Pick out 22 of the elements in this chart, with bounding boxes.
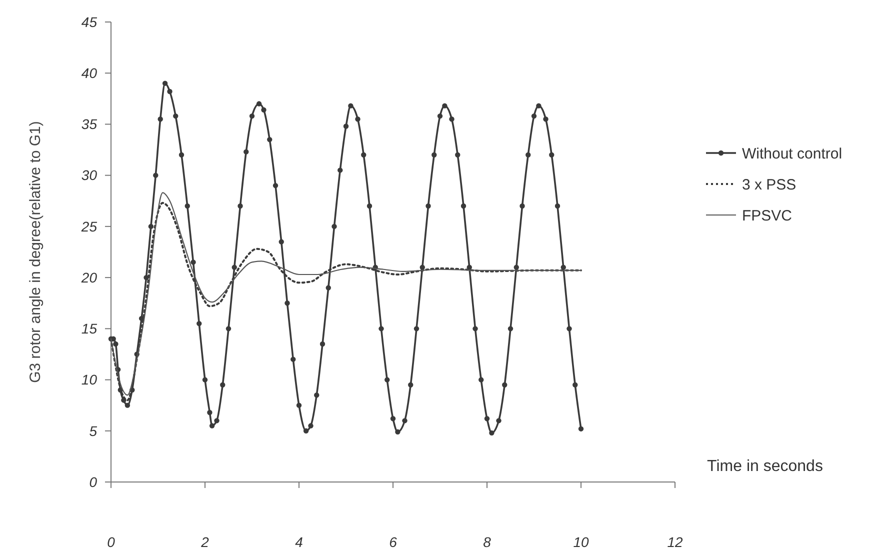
legend-label: Without control: [742, 145, 842, 162]
x-tick-label: 0: [107, 534, 116, 550]
y-tick-label: 40: [81, 65, 98, 82]
x-axis-title: Time in seconds: [707, 458, 823, 475]
legend-label: FPSVC: [742, 207, 792, 224]
y-tick-label: 0: [89, 474, 98, 490]
y-tick-label: 10: [81, 372, 98, 388]
x-tick-label: 10: [573, 534, 589, 550]
y-tick-label: 20: [80, 269, 98, 286]
legend-label: 3 x PSS: [742, 176, 796, 194]
x-tick-label: 4: [295, 534, 304, 550]
y-tick-label: 5: [89, 422, 98, 439]
x-tick-label: 6: [389, 534, 398, 550]
x-tick-label: 12: [667, 534, 683, 550]
y-tick-label: 25: [80, 218, 98, 234]
y-tick-label: 15: [81, 320, 98, 337]
y-tick-label: 30: [81, 167, 98, 184]
x-tick-label: 2: [200, 534, 210, 550]
y-tick-label: 35: [81, 116, 98, 132]
x-tick-label: 8: [483, 534, 492, 550]
y-axis-title: G3 rotor angle in degree(relative to G1): [27, 121, 44, 383]
y-tick-label: 45: [81, 14, 98, 30]
